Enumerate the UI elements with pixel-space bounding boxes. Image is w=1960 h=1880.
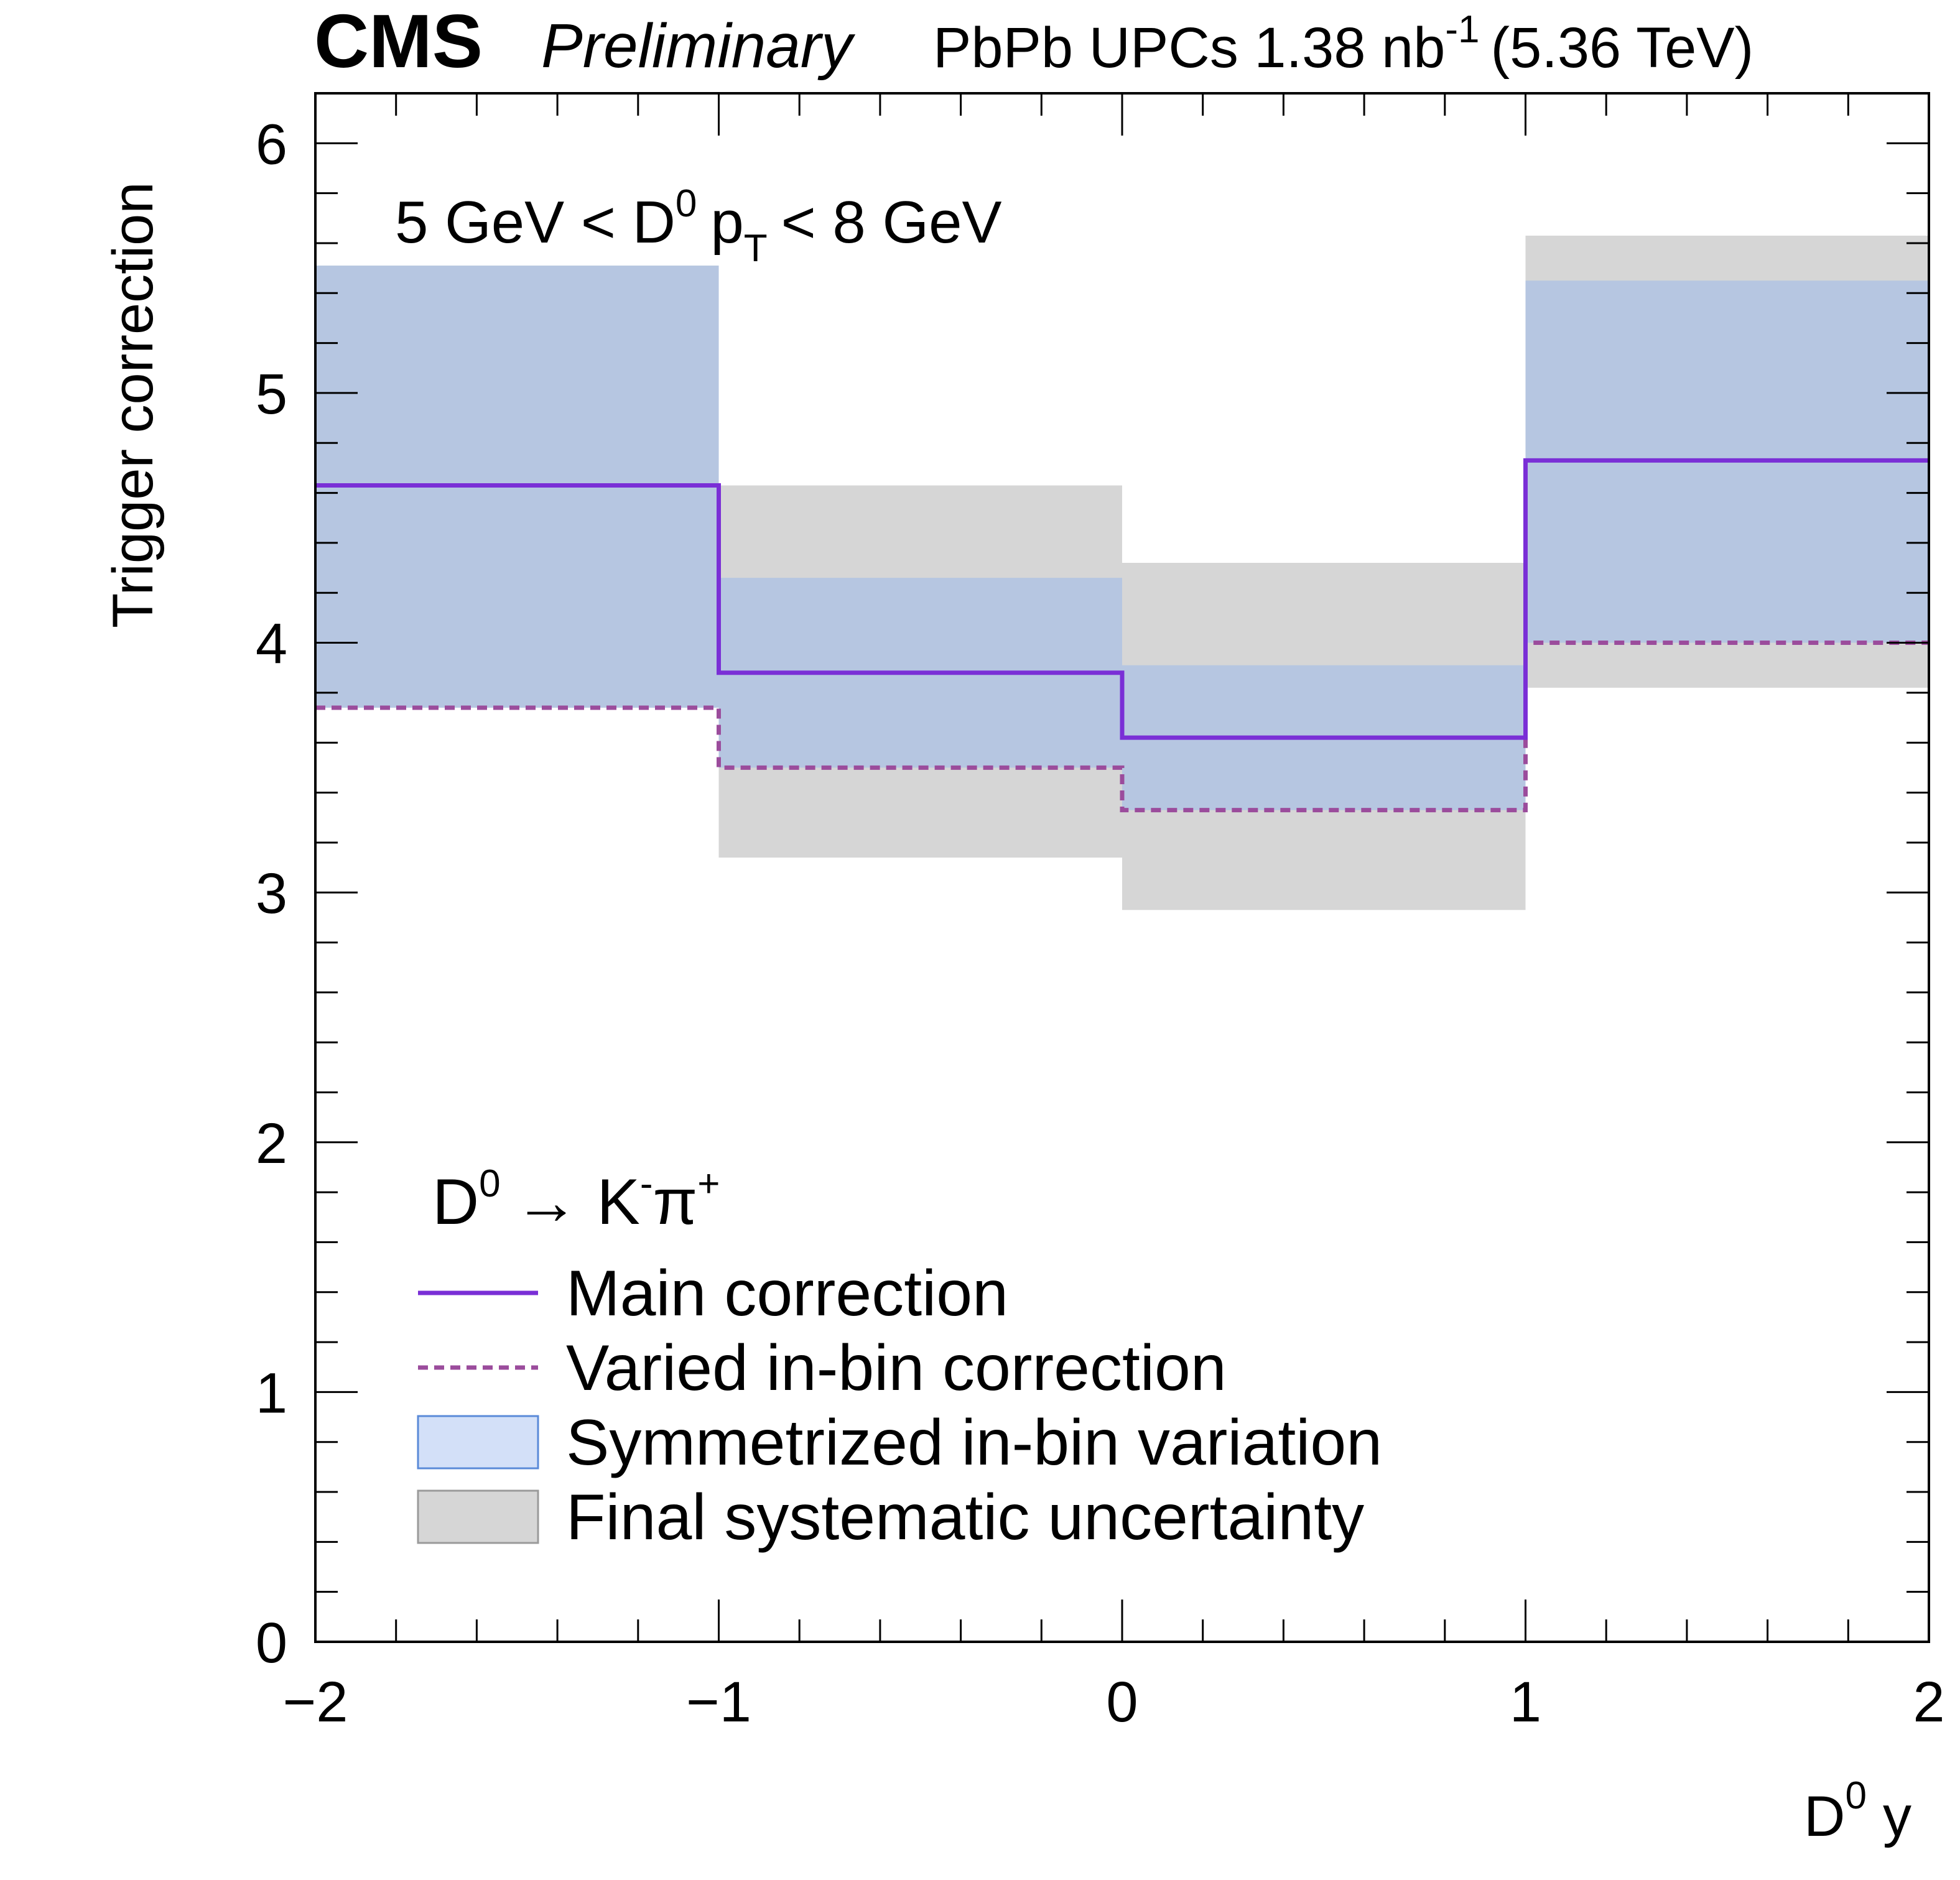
preliminary-label: Preliminary	[541, 11, 856, 81]
x-axis-title: D0 y	[1804, 1774, 1911, 1848]
legend-title-sup3: +	[697, 1162, 720, 1205]
y-tick-label: 2	[256, 1112, 287, 1175]
annot-pre: 5 GeV < D	[395, 189, 676, 256]
legend-symmetrized-label: Symmetrized in-bin variation	[566, 1407, 1382, 1479]
y-tick-label: 6	[256, 113, 287, 176]
x-tick-label: 1	[1510, 1670, 1541, 1734]
legend-varied-label: Varied in-bin correction	[566, 1332, 1227, 1404]
legend-main-label: Main correction	[566, 1257, 1008, 1330]
lumi-label: PbPb UPCs 1.38 nb-1 (5.36 TeV)	[933, 8, 1753, 80]
y-axis-title: Trigger correction	[101, 182, 165, 629]
y-tick-label: 0	[256, 1611, 287, 1675]
x-axis-title-main: D	[1804, 1785, 1845, 1848]
legend-title-arrow: → K	[514, 1166, 640, 1238]
x-tick-label: 0	[1106, 1670, 1138, 1734]
legend-title-pi: π	[653, 1166, 698, 1238]
legend-title-sup2: -	[640, 1162, 653, 1205]
annot-sub: T	[744, 227, 768, 270]
cms-label: CMS	[314, 0, 483, 83]
main-correction-line	[315, 458, 1929, 740]
y-tick-label: 4	[256, 613, 287, 676]
x-tick-label: 2	[1913, 1670, 1944, 1734]
lumi-main: PbPb UPCs 1.38 nb	[933, 16, 1445, 80]
y-tick-label: 5	[256, 363, 287, 426]
annot-p: p	[710, 189, 743, 256]
varied-correction-line	[315, 641, 1929, 813]
pt-range-annotation: 5 GeV < D0 pT < 8 GeV	[395, 182, 1002, 270]
legend-title-d: D	[432, 1166, 479, 1238]
x-tick-label: −1	[686, 1670, 751, 1734]
legend-title: D0 → K-π+	[432, 1162, 720, 1238]
axis-ticks	[314, 92, 1930, 1643]
annot-post: < 8 GeV	[781, 189, 1002, 256]
correction-lines	[315, 458, 1929, 813]
x-axis-title-sup: 0	[1845, 1774, 1866, 1817]
legend-final-label: Final systematic uncertainty	[566, 1481, 1364, 1554]
x-tick-label: −2	[283, 1670, 348, 1734]
y-tick-label: 3	[256, 862, 287, 925]
legend-title-sup1: 0	[479, 1162, 500, 1205]
annot-sup: 0	[676, 182, 697, 225]
axis-tick-labels: −2 −1 0 1 2 0 1 2 3 4 5 6	[256, 113, 1945, 1734]
lumi-exponent: -1	[1445, 8, 1479, 51]
legend: D0 → K-π+ Main correction Varied in-bin c…	[417, 1162, 1382, 1554]
lumi-energy: (5.36 TeV)	[1491, 16, 1754, 80]
legend-symmetrized-swatch	[417, 1415, 539, 1470]
x-axis-title-post: y	[1883, 1785, 1911, 1848]
legend-final-swatch	[417, 1489, 539, 1544]
y-tick-label: 1	[256, 1361, 287, 1425]
